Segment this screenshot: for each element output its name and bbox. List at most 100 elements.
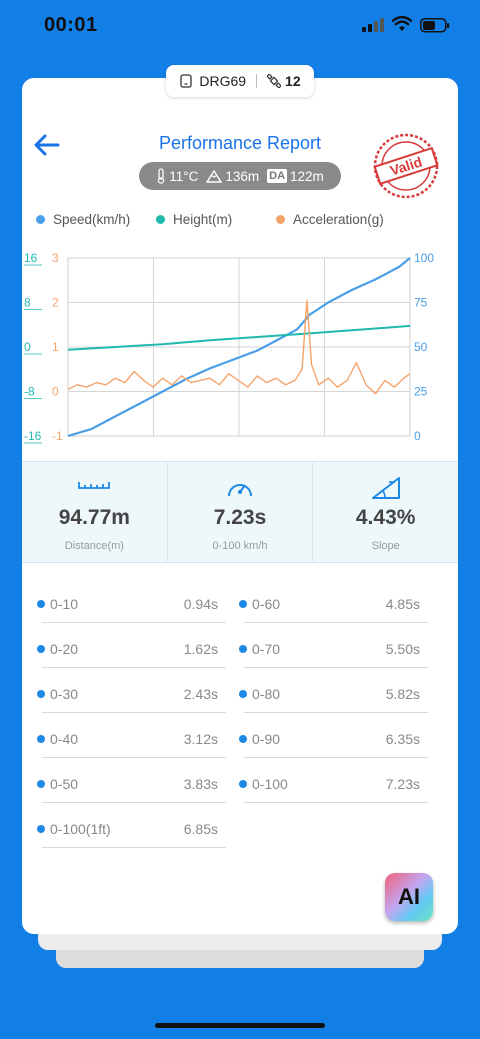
row-divider — [244, 667, 428, 668]
ai-assistant-button[interactable]: AI — [385, 873, 433, 921]
time-value: 0.94s — [183, 596, 218, 612]
time-row-0-40: 0-40 3.12s — [22, 713, 226, 758]
valid-stamp-icon: Valid — [373, 133, 439, 199]
ruler-icon — [78, 482, 111, 489]
stat-slope: 4.43% Slope — [312, 462, 458, 562]
distance-label: Distance(m) — [64, 540, 124, 552]
time-row-0-50: 0-50 3.83s — [22, 758, 226, 803]
time-label: 0-60 — [252, 596, 281, 612]
legend-dot-acceleration — [276, 215, 285, 224]
time-row-0-10: 0-10 0.94s — [22, 578, 226, 623]
time-label: 0-10 — [50, 596, 79, 612]
bullet — [239, 780, 247, 788]
time-label: 0-100 — [252, 776, 288, 792]
chart-legend: Speed(km/h) Height(m) Acceleration(g) — [34, 212, 454, 232]
row-divider — [244, 802, 428, 803]
legend-item-height: Height(m) — [156, 212, 232, 227]
wifi-icon — [392, 16, 412, 31]
row-divider — [244, 712, 428, 713]
bullet — [37, 645, 45, 653]
speed-series-line — [67, 257, 411, 438]
time-value: 5.50s — [385, 641, 420, 657]
height-axis-tick: 16 — [24, 251, 38, 265]
time-label: 0-80 — [252, 686, 281, 702]
acceleration-time-label: 0-100 km/h — [212, 540, 268, 552]
satellite-icon — [267, 74, 282, 88]
density-altitude-badge: DA — [267, 169, 288, 183]
time-row-0-20: 0-20 1.62s — [22, 623, 226, 668]
time-value: 1.62s — [183, 641, 218, 657]
ai-button-label: AI — [398, 884, 420, 909]
acceleration-time-value: 7.23s — [213, 506, 267, 529]
status-bar: 00:01 — [0, 0, 480, 56]
thermometer-icon — [157, 168, 165, 184]
temperature-value: 11°C — [169, 168, 199, 184]
legend-label-speed: Speed(km/h) — [53, 212, 131, 227]
height-axis-tick: 0 — [24, 340, 31, 354]
bullet — [239, 645, 247, 653]
bullet — [37, 600, 45, 608]
row-divider — [42, 802, 226, 803]
height-axis-tick: -16 — [24, 429, 42, 443]
speed-axis-tick: 50 — [414, 340, 428, 354]
time-value: 5.82s — [385, 686, 420, 702]
acceleration-axis-tick: 0 — [52, 385, 59, 399]
altitude-value: 136m — [225, 168, 260, 184]
time-row-0-90: 0-90 6.35s — [224, 713, 428, 758]
time-value: 2.43s — [183, 686, 218, 702]
stat-acceleration-time: 7.23s 0-100 km/h — [166, 462, 313, 562]
row-divider — [42, 667, 226, 668]
bullet — [37, 690, 45, 698]
speed-axis-tick: 100 — [414, 251, 434, 265]
time-value: 7.23s — [385, 776, 420, 792]
speed-axis-tick: 0 — [414, 429, 421, 443]
row-divider — [244, 622, 428, 623]
time-label: 0-100(1ft) — [50, 821, 111, 837]
report-card: Performance Report 11°C 136m DA 122m Val… — [22, 78, 458, 934]
time-value: 4.85s — [385, 596, 420, 612]
density-altitude-value: 122m — [290, 168, 324, 184]
bullet — [37, 735, 45, 743]
satellite-count: 12 — [285, 73, 301, 89]
time-label: 0-40 — [50, 731, 79, 747]
legend-item-speed: Speed(km/h) — [36, 212, 130, 227]
acceleration-axis-tick: -1 — [52, 429, 63, 443]
stat-distance: 94.77m Distance(m) — [22, 462, 167, 562]
time-row-0-80: 0-80 5.82s — [224, 668, 428, 713]
divider — [256, 74, 258, 88]
time-label: 0-50 — [50, 776, 79, 792]
speed-axis-tick: 75 — [414, 296, 428, 310]
legend-label-acceleration: Acceleration(g) — [293, 212, 384, 227]
time-label: 0-90 — [252, 731, 281, 747]
device-tab[interactable]: DRG69 12 — [166, 65, 314, 97]
legend-label-height: Height(m) — [173, 212, 233, 227]
height-axis-tick: -8 — [24, 385, 35, 399]
acceleration-axis-tick: 2 — [52, 296, 59, 310]
time-row-0-100: 0-100 7.23s — [224, 758, 428, 803]
height-axis-tick: 8 — [24, 296, 31, 310]
time-value: 6.35s — [385, 731, 420, 747]
status-time: 00:01 — [44, 14, 98, 36]
time-row-0-70: 0-70 5.50s — [224, 623, 428, 668]
stats-panel: 94.77m Distance(m) 7.23s 0-100 km/h 4.43… — [22, 461, 458, 563]
legend-dot-speed — [36, 215, 45, 224]
bullet — [239, 600, 247, 608]
bullet — [37, 780, 45, 788]
row-divider — [42, 847, 226, 848]
device-name: DRG69 — [199, 73, 247, 89]
time-row-0-100-1ft: 0-100(1ft) 6.85s — [22, 803, 226, 848]
height-series-line — [67, 324, 411, 351]
cellular-signal-icon — [362, 18, 384, 32]
battery-icon — [420, 18, 450, 33]
slope-value: 4.43% — [355, 506, 416, 529]
time-value: 3.83s — [183, 776, 218, 792]
time-row-0-60: 0-60 4.85s — [224, 578, 428, 623]
time-value: 3.12s — [183, 731, 218, 747]
time-label: 0-70 — [252, 641, 281, 657]
row-divider — [244, 757, 428, 758]
slope-label: Slope — [371, 540, 400, 552]
page-title: Performance Report — [158, 133, 322, 153]
back-arrow-icon[interactable] — [32, 130, 62, 160]
acceleration-series-line — [67, 299, 411, 395]
time-label: 0-20 — [50, 641, 79, 657]
